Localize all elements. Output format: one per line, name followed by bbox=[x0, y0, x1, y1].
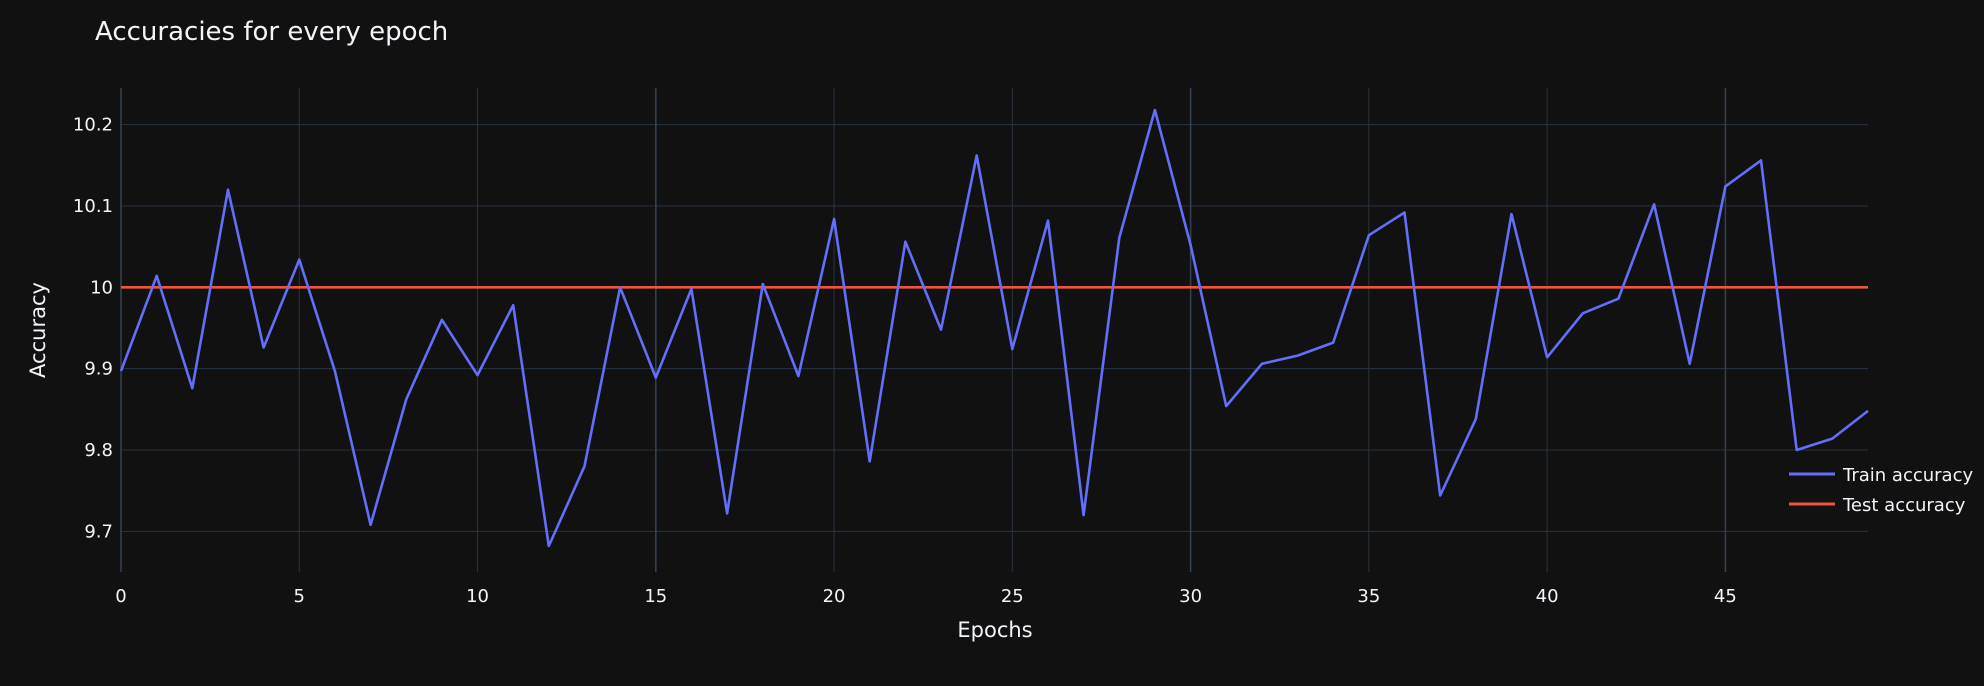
x-tick-label: 10 bbox=[466, 586, 489, 607]
legend-label-test: Test accuracy bbox=[1842, 495, 1966, 516]
grid bbox=[120, 88, 1868, 572]
legend-background bbox=[1780, 456, 1980, 520]
y-tick-label: 9.7 bbox=[84, 521, 113, 542]
x-tick-label: 20 bbox=[823, 586, 846, 607]
x-axis-title: Epochs bbox=[957, 618, 1032, 642]
x-tick-label: 5 bbox=[294, 586, 305, 607]
chart-title: Accuracies for every epoch bbox=[95, 17, 448, 47]
x-tick-label: 35 bbox=[1357, 586, 1380, 607]
x-tick-label: 15 bbox=[644, 586, 667, 607]
x-tick-label: 30 bbox=[1179, 586, 1202, 607]
x-tick-label: 45 bbox=[1714, 586, 1737, 607]
x-tick-label: 25 bbox=[1001, 586, 1024, 607]
train-accuracy-line[interactable] bbox=[119, 108, 1869, 548]
plot-area bbox=[119, 108, 1869, 548]
legend[interactable]: Train accuracy Test accuracy bbox=[1780, 456, 1980, 520]
legend-label-train: Train accuracy bbox=[1842, 465, 1973, 486]
y-tick-label: 9.9 bbox=[84, 359, 113, 380]
y-tick-label: 10.2 bbox=[73, 115, 113, 136]
y-tick-label: 10.1 bbox=[73, 196, 113, 217]
y-tick-label: 10 bbox=[90, 277, 113, 298]
y-axis-title: Accuracy bbox=[26, 282, 50, 378]
tick-labels: 9.7 9.8 9.9 10 10.1 10.2 0 5 10 15 20 25 30 35 40 45 bbox=[73, 115, 1737, 607]
y-tick-label: 9.8 bbox=[84, 440, 113, 461]
x-tick-label: 40 bbox=[1536, 586, 1559, 607]
x-tick-label: 0 bbox=[115, 586, 126, 607]
